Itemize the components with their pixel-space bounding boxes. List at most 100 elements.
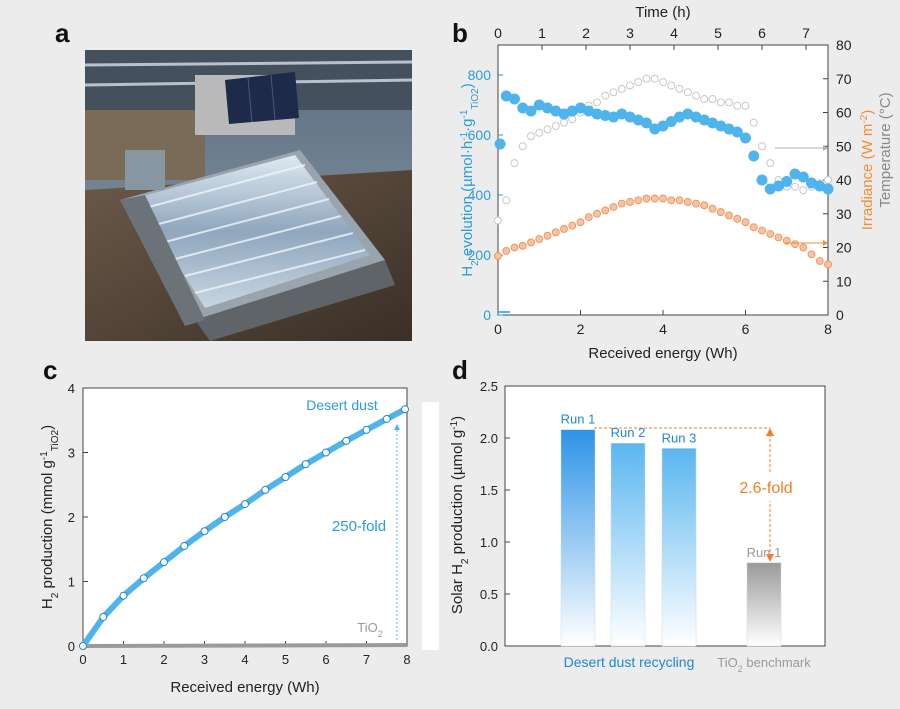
- panel-b-irradiance-point: [634, 196, 643, 205]
- panel-c-xtick-label: 2: [160, 652, 167, 667]
- panel-c-desert-dust-point: [99, 612, 108, 621]
- panel-b-temp-point: [700, 95, 709, 103]
- panel-b-irradiance-point: [642, 194, 651, 203]
- panel-b-temp-point: [749, 118, 758, 127]
- panel-b-h2-point: [509, 93, 520, 105]
- panel-b-irradiance-point: [766, 230, 775, 238]
- panel-c-ylabel-sub2: 2: [50, 592, 61, 598]
- panel-b-irradiance-point: [708, 204, 717, 213]
- panel-b-h2-point: [649, 123, 661, 135]
- panel-c-ytick-label: 4: [68, 381, 75, 396]
- panel-b-irradiance-point: [584, 213, 593, 222]
- panel-b-x2tick-label: 4: [670, 25, 678, 41]
- panel-d-ytick-label: 0.5: [480, 587, 498, 602]
- panel-b-irradiance-point: [683, 198, 692, 206]
- panel-b-h2-point: [575, 102, 586, 114]
- panel-b-irradiance-point: [527, 238, 535, 247]
- panel-b-h2-point: [731, 126, 743, 138]
- panel-d-ytick-label: 2.5: [480, 379, 498, 394]
- panel-b-h2-point: [789, 168, 801, 180]
- panel-b-irradiance-point: [609, 203, 618, 211]
- panel-d-ytick-label: 1.5: [480, 483, 498, 498]
- panel-letter-d: d: [452, 355, 468, 385]
- panel-b-xtick-label: 6: [742, 321, 750, 337]
- panel-d-ylabel-sup: -1: [449, 420, 460, 429]
- panel-b-h2-point: [723, 123, 735, 135]
- panel-b-temp-point: [535, 128, 544, 137]
- panel-b-temp-point: [527, 132, 535, 141]
- panel-d-ytick-label: 1.0: [480, 535, 498, 550]
- panel-c-legend-desert-dust: Desert dust: [306, 397, 378, 413]
- panel-b-ytick-label: 0: [483, 307, 491, 323]
- panel-b-xtick-label: 4: [659, 321, 667, 337]
- panel-d-group-benchmark-main: TiO: [717, 655, 737, 670]
- panel-b-irradiance-point: [617, 199, 626, 208]
- panel-c-desert-dust-point: [79, 642, 87, 650]
- panel-d-ylabel-sub2: 2: [460, 558, 471, 564]
- panel-c-ylabel: H2 production (mmol g-1TiO2): [39, 425, 61, 609]
- panel-b-h2-point: [715, 120, 727, 132]
- panel-b-h2-point: [583, 105, 595, 117]
- panel-b-temp-point: [560, 118, 568, 127]
- panel-b-h2-point: [566, 105, 578, 117]
- panel-b-h2-point: [797, 171, 809, 183]
- panel-b-y2label-irr-main: Irradiance (W m: [859, 124, 876, 231]
- panel-b-h2-point: [674, 111, 685, 123]
- panel-c-ylabel-mid: production (mmol g: [39, 460, 56, 593]
- panel-b-irradiance-point: [774, 233, 783, 242]
- panel-c-desert-dust-point: [220, 513, 229, 521]
- panel-d-bar: [661, 448, 697, 647]
- panel-b-irradiance-point: [700, 201, 709, 210]
- panel-b-h2-point: [525, 105, 537, 117]
- panel-b-irradiance-point: [593, 209, 601, 218]
- panel-b-h2-point: [517, 102, 529, 114]
- panel-c-legend-tio2-sub: 2: [378, 629, 383, 639]
- panel-d-ytick-label: 0.0: [480, 639, 498, 654]
- panel-b-ylabel-g: ·g: [459, 119, 476, 132]
- panel-b-h2-point: [599, 110, 611, 121]
- panel-c-fold-label: 250-fold: [332, 518, 386, 535]
- panel-b-ytick-label: 800: [468, 67, 492, 83]
- panel-d-fold-label: 2.6-fold: [739, 480, 792, 497]
- panel-d-bar-label: Run 2: [611, 425, 646, 440]
- panel-b-h2-point: [764, 183, 776, 195]
- panel-b-h2-point: [781, 176, 793, 187]
- panel-b-irradiance-point: [725, 211, 733, 220]
- panel-d-ytick-label: 2.0: [480, 431, 498, 446]
- panel-b-temp-point: [683, 88, 692, 97]
- panel-b-irradiance-point: [535, 235, 544, 243]
- panel-d-group-label-recycling: Desert dust recycling: [564, 654, 695, 670]
- panel-c-desert-dust-point: [301, 460, 310, 469]
- panel-b-ytick-label: 200: [468, 247, 492, 263]
- panel-d-group-label-benchmark: TiO2 benchmark: [717, 655, 811, 674]
- panel-b-h2-point: [806, 177, 817, 189]
- panel-b-temp-point: [824, 176, 832, 184]
- panel-b-temp-point: [609, 88, 618, 97]
- panel-d-bar-label: Run 1: [561, 412, 596, 427]
- panel-b-y2label-irr-sup: -2: [859, 114, 870, 123]
- panel-b-h2-point: [698, 114, 710, 126]
- panel-b-y2tick-label: 30: [836, 206, 852, 222]
- panel-d-ylabel-close: ): [449, 416, 466, 421]
- panel-b-h2-point: [591, 108, 603, 120]
- panel-b-temp-point: [675, 84, 684, 93]
- panel-b-h2-point: [500, 90, 512, 102]
- panel-c-ytick-label: 1: [68, 575, 75, 590]
- panel-c-tio2-line: [82, 643, 408, 648]
- panel-b-irradiance-point: [807, 250, 816, 259]
- panel-c-ytick-label: 3: [68, 446, 75, 461]
- panel-c-desert-dust-point: [261, 485, 270, 494]
- panel-b-ylabel-close: ): [459, 83, 476, 88]
- panel-b-h2-point: [558, 108, 570, 120]
- panel-b-plot-area: [497, 44, 829, 316]
- panel-b-irradiance-point: [675, 196, 684, 205]
- panel-b-temp-point: [593, 98, 601, 107]
- panel-letter-a: a: [55, 18, 70, 48]
- panel-b-irradiance-point: [824, 260, 832, 269]
- panel-b-h2-point: [822, 183, 834, 195]
- panel-b-xtick-label: 2: [577, 321, 585, 337]
- panel-c-chart: 0 1 2 3 4 5 6 7 8 0 1 2 3 4 250-fold Desert dust TiO…: [39, 381, 439, 696]
- panel-b-y2label-irr-close: ): [859, 110, 876, 115]
- panel-b-temp-point: [766, 159, 775, 168]
- panel-b-h2-point: [690, 111, 702, 123]
